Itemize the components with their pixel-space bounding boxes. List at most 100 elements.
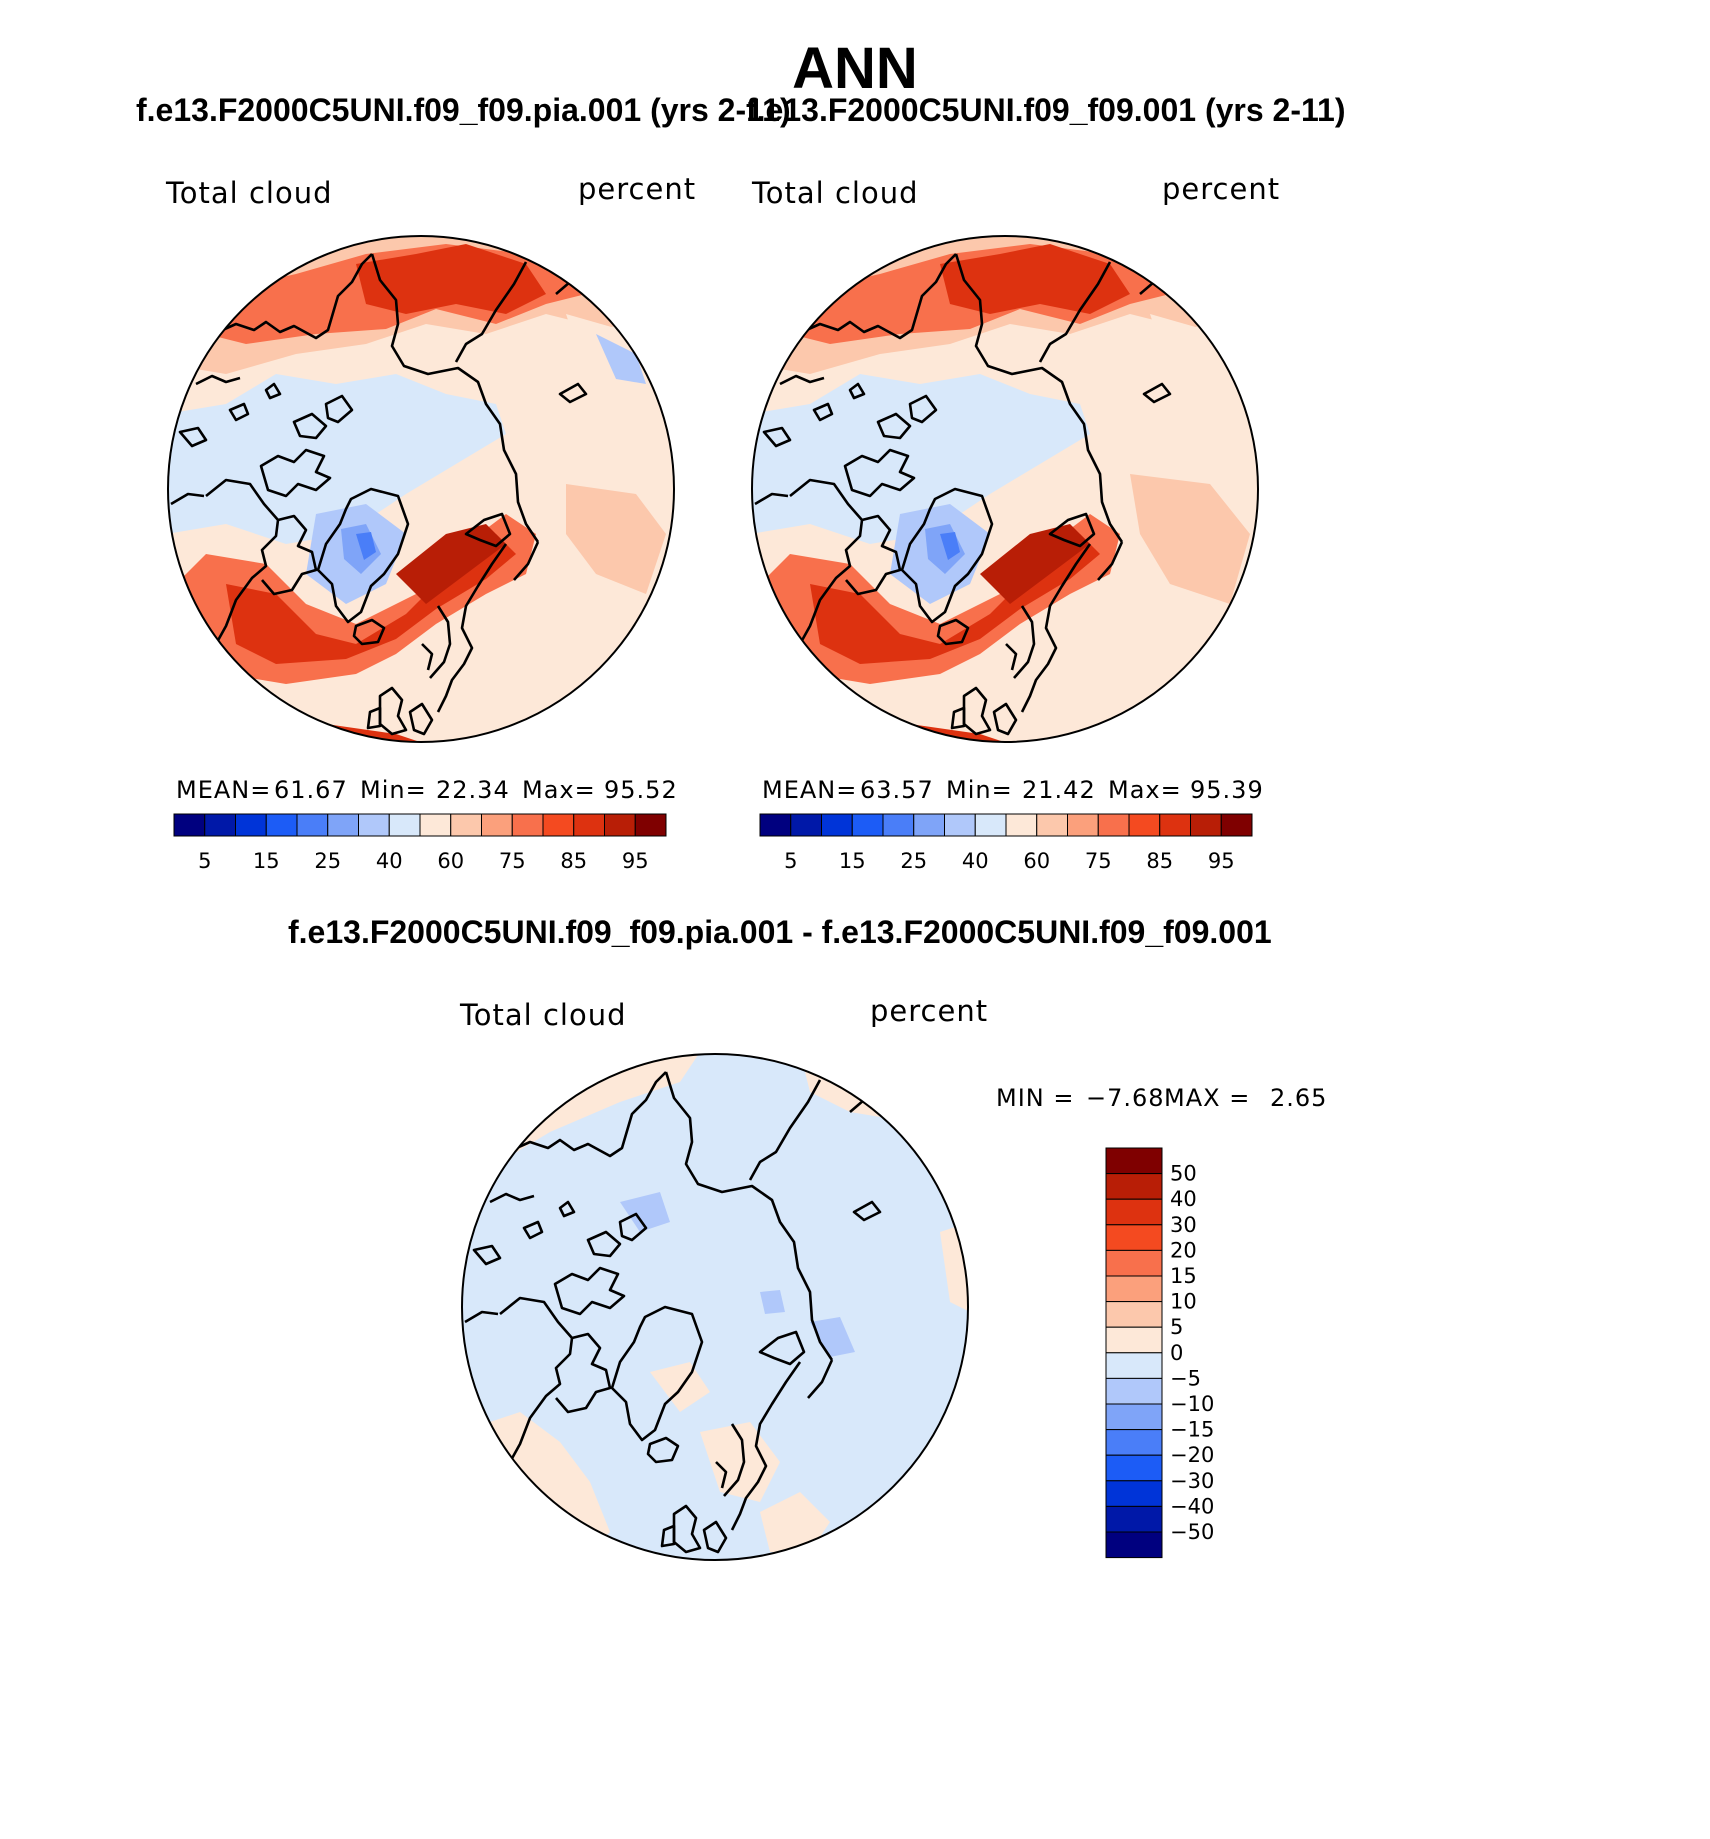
colorbar-box [1097,813,1130,837]
diff-colorbar-box [1105,1429,1163,1456]
colorbar-box [1036,813,1068,837]
colorbar-tick-label: 60 [1023,849,1050,873]
panel-2-polar-map [751,235,1259,743]
colorbar-box [511,813,544,837]
colorbar-box [1005,813,1038,837]
colorbar-tick-label: 75 [1085,849,1112,873]
colorbar-box [759,813,792,837]
diff-colorbar-box [1105,1454,1163,1482]
diff-colorbar-label: −20 [1170,1443,1214,1467]
colorbar-box [1067,813,1099,837]
diff-colorbar-box [1105,1301,1163,1328]
diff-polar-map [461,1053,969,1561]
colorbar-box [265,813,298,837]
diff-colorbar-label: 20 [1170,1238,1197,1262]
panel-1-units-label: percent [578,172,697,206]
diff-units-label: percent [870,994,989,1028]
colorbar-box [913,813,945,837]
panel-2-units-label: percent [1162,172,1281,206]
panel-2-max-label: Max= [1108,776,1182,804]
figure-title: ANN [792,36,918,101]
panel-2-max-value: 95.39 [1190,776,1264,804]
colorbar-box [419,813,452,837]
diff-colorbar-box [1105,1505,1163,1533]
colorbar-box [1190,813,1222,837]
colorbar-box [450,813,482,837]
diff-colorbar-label: 5 [1170,1315,1183,1339]
diff-min-label: MIN = [996,1084,1075,1112]
diff-colorbar-label: −15 [1170,1418,1214,1442]
diff-colorbar-box [1105,1403,1163,1431]
colorbar-tick-label: 60 [437,849,464,873]
colorbar-box [573,813,605,837]
colorbar-tick-label: 40 [376,849,403,873]
diff-colorbar-box [1105,1377,1163,1405]
panel-1-variable-label: Total cloud [166,176,333,210]
diff-colorbar-label: −40 [1170,1494,1214,1518]
diff-colorbar-box [1105,1198,1163,1226]
colorbar-tick-label: 15 [839,849,866,873]
colorbar-box [1159,813,1191,837]
diff-case-title: f.e13.F2000C5UNI.f09_f09.pia.001 - f.e13… [288,914,1272,950]
colorbar-box [358,813,390,837]
panel-1-max-value: 95.52 [604,776,678,804]
diff-colorbar-box [1105,1147,1163,1175]
colorbar-box [604,813,636,837]
colorbar-tick-label: 15 [253,849,280,873]
panel-2-colorbar: 5 15 25 40 60 75 85 95 [759,813,1253,873]
diff-colorbar-label: 50 [1170,1162,1197,1186]
colorbar-box [327,813,359,837]
colorbar-tick-label: 95 [1208,849,1235,873]
colorbar-tick-label: 5 [198,849,211,873]
colorbar-box [944,813,976,837]
colorbar-box [173,813,206,837]
diff-colorbar-box [1105,1326,1163,1354]
panel-1-min-label: Min= [360,776,427,804]
colorbar-box [542,813,575,837]
panel-2-min-label: Min= [946,776,1013,804]
colorbar-tick-label: 75 [499,849,526,873]
diff-colorbar-box [1105,1249,1163,1277]
panel-1-cloud-field [168,236,674,742]
diff-max-value: 2.65 [1270,1084,1328,1112]
diff-colorbar-box [1105,1224,1163,1251]
diff-colorbar-label: 40 [1170,1187,1197,1211]
colorbar-box [851,813,884,837]
panel-1-colorbar: 5 15 25 40 60 75 85 95 [173,813,667,873]
diff-colorbar-label: −30 [1170,1469,1214,1493]
colorbar-box [388,813,421,837]
colorbar-box [481,813,513,837]
colorbar-box [296,813,329,837]
panel-1-max-label: Max= [522,776,596,804]
diff-colorbar-box [1105,1275,1163,1303]
colorbar-tick-label: 85 [1146,849,1173,873]
colorbar-tick-label: 85 [560,849,587,873]
panel-2-mean-value: 63.57 [860,776,934,804]
panel-2-mean-label: MEAN= [762,776,858,804]
colorbar-box [1128,813,1161,837]
colorbar-tick-label: 5 [784,849,797,873]
panel-1-min-value: 22.34 [436,776,510,804]
colorbar-tick-label: 40 [962,849,989,873]
diff-max-label: MAX = [1164,1084,1251,1112]
diff-colorbar-box [1105,1173,1163,1200]
colorbar-box [204,813,236,837]
diff-min-value: −7.68 [1086,1084,1165,1112]
colorbar-box [974,813,1007,837]
diff-colorbar-label: 15 [1170,1264,1197,1288]
colorbar-tick-label: 25 [314,849,341,873]
panel-1-mean-label: MEAN= [176,776,272,804]
panel-2-case-title: f.e13.F2000C5UNI.f09_f09.001 (yrs 2-11) [746,92,1346,128]
panel-2-variable-label: Total cloud [752,176,919,210]
diff-colorbar-box [1105,1480,1163,1507]
panel-1-case-title: f.e13.F2000C5UNI.f09_f09.pia.001 (yrs 2-… [136,92,791,128]
diff-colorbar-box [1105,1531,1163,1559]
diff-colorbar-label: −5 [1170,1366,1201,1390]
colorbar-box [882,813,915,837]
diff-colorbar-label: 10 [1170,1290,1197,1314]
colorbar-box [821,813,853,837]
panel-1-polar-map [167,235,675,743]
colorbar-tick-label: 95 [622,849,649,873]
panel-2-min-value: 21.42 [1022,776,1096,804]
